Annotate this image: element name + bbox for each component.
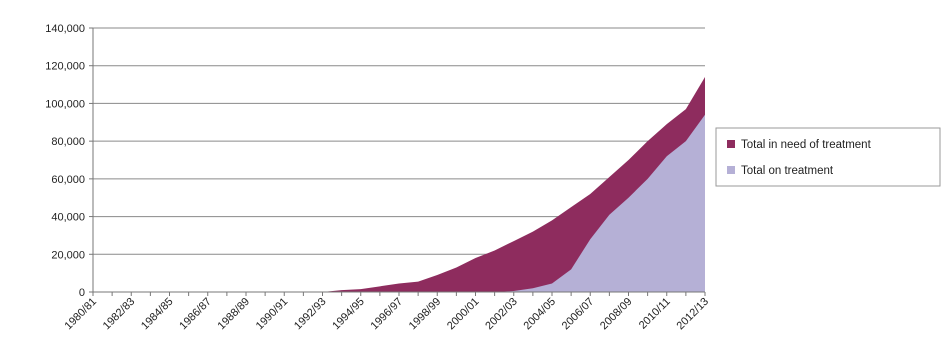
x-tick-label: 1986/87 bbox=[177, 296, 214, 333]
y-tick-label: 100,000 bbox=[45, 98, 85, 110]
axes bbox=[92, 28, 706, 296]
y-tick-label: 40,000 bbox=[51, 212, 85, 224]
x-tick-labels: 1980/81 1982/83 1984/85 1986/87 1988/89 1990/… bbox=[63, 296, 712, 333]
legend-box bbox=[715, 127, 941, 187]
x-tick-label: 2002/03 bbox=[483, 296, 520, 333]
y-tick-label: 120,000 bbox=[45, 61, 85, 73]
legend-label-need: Total in need of treatment bbox=[741, 139, 872, 151]
x-tick-label: 1990/91 bbox=[254, 296, 291, 333]
y-tick-label: 20,000 bbox=[51, 249, 85, 261]
x-tick-label: 1998/99 bbox=[407, 296, 444, 333]
area-total-in-need bbox=[93, 77, 705, 292]
x-tick-label: 1988/89 bbox=[216, 296, 253, 333]
x-tick-label: 2004/05 bbox=[522, 296, 559, 333]
x-tick-label: 2010/11 bbox=[637, 296, 673, 332]
x-tick-label: 1996/97 bbox=[369, 296, 406, 333]
x-tick-label: 2008/09 bbox=[598, 296, 635, 333]
x-tick-label: 1982/83 bbox=[101, 296, 138, 333]
legend-swatch-on-treatment bbox=[727, 166, 735, 174]
x-tick-label: 2006/07 bbox=[560, 296, 597, 333]
x-tick-label: 1992/93 bbox=[292, 296, 329, 333]
y-tick-label: 0 bbox=[79, 287, 85, 299]
x-tick-label: 1980/81 bbox=[63, 296, 100, 333]
gridlines bbox=[93, 27, 705, 255]
legend-label-on-treatment: Total on treatment bbox=[741, 165, 834, 177]
x-tick-label: 1984/85 bbox=[139, 296, 176, 333]
y-tick-label: 140,000 bbox=[45, 23, 85, 35]
area-series bbox=[93, 77, 705, 293]
y-tick-label: 80,000 bbox=[51, 136, 85, 148]
y-tick-labels: 0 20,000 40,000 60,000 80,000 100,000 120,000 1… bbox=[45, 23, 93, 299]
legend: Total in need of treatment Total on trea… bbox=[715, 127, 941, 187]
x-tick-label: 2012/13 bbox=[675, 296, 712, 333]
x-tick-label: 1994/95 bbox=[330, 296, 367, 333]
area-total-on-treatment bbox=[93, 114, 705, 293]
y-tick-label: 60,000 bbox=[51, 174, 85, 186]
legend-swatch-need bbox=[727, 140, 735, 148]
x-tick-label: 2000/01 bbox=[445, 296, 482, 333]
